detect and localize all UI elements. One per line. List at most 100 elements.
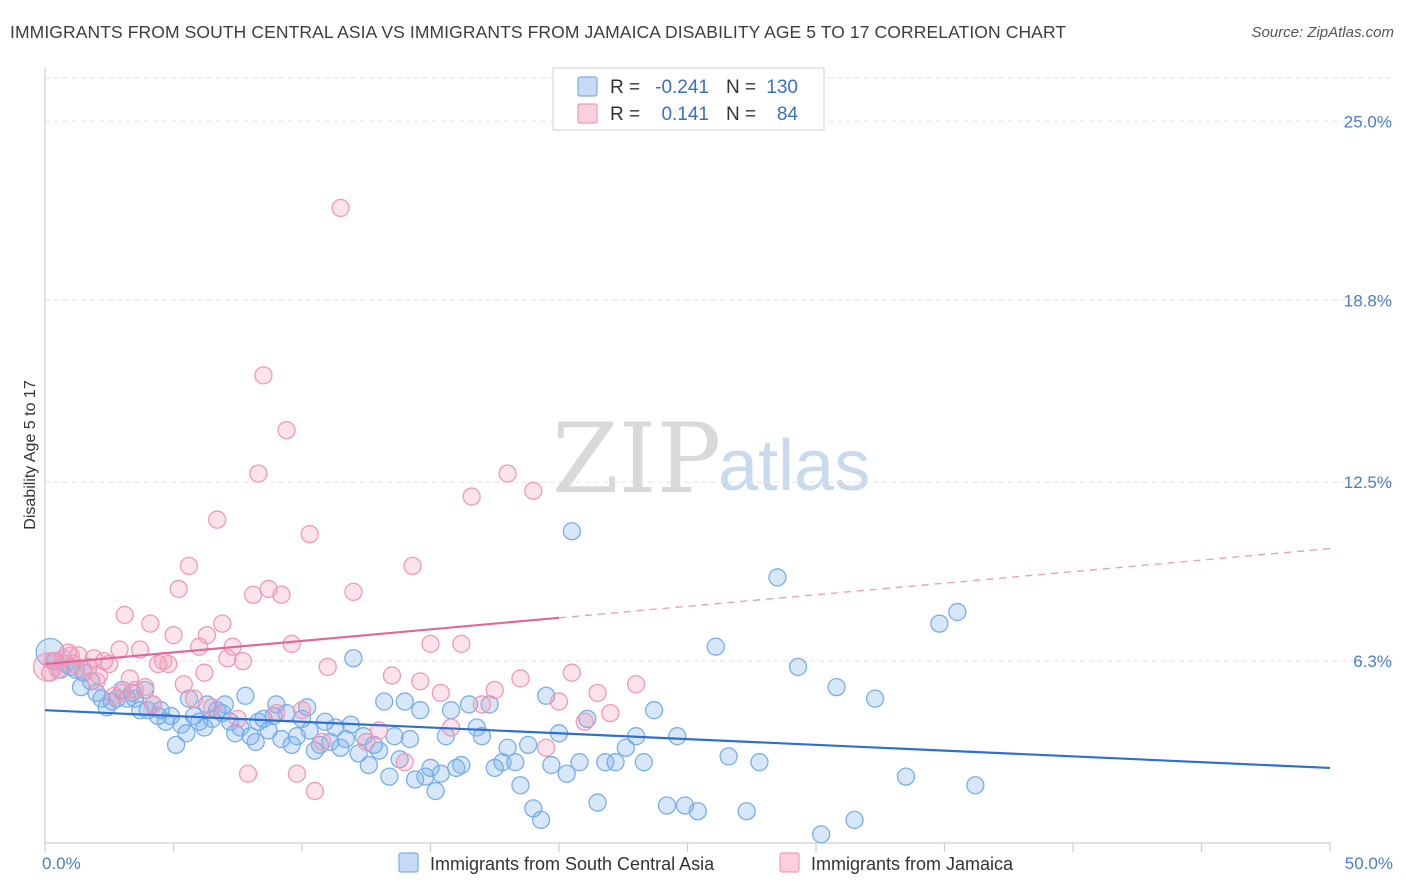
point-jamaica-49 [287,764,307,783]
point-jamaica-83 [112,683,132,703]
point-jamaica-50 [292,701,312,720]
point-south-central-asia-128 [948,602,967,622]
point-south-central-asia-121 [788,657,808,677]
legend-r-label-2: R = [610,104,640,125]
point-jamaica-69 [485,680,504,700]
bottom-legend-swatch-jamaica [779,852,800,873]
point-jamaica-66 [452,634,471,653]
bottom-legend-label-jamaica: Immigrants from Jamaica [811,854,1014,874]
trend-line-jamaica-extension [558,547,1331,619]
y-tick-label-2: 18.8% [1344,291,1392,310]
point-jamaica-64 [431,683,450,703]
point-south-central-asia-61 [331,738,350,757]
trend-lines [44,547,1331,770]
point-jamaica-34 [208,510,227,529]
point-south-central-asia-123 [827,677,846,697]
point-south-central-asia-101 [557,764,576,783]
point-jamaica-43 [254,366,273,385]
point-jamaica-79 [626,675,646,694]
legend-r-value-2: 0.141 [661,104,709,125]
source-label: Source: ZipAtlas.com [1251,24,1394,41]
point-jamaica-21 [143,695,163,714]
watermark-zip: ZIP [552,403,721,515]
series-jamaica [32,198,646,801]
x-tick-label-min: 0.0% [42,854,81,873]
point-jamaica-20 [141,614,160,633]
point-south-central-asia-99 [542,755,561,775]
point-jamaica-75 [562,663,581,682]
point-south-central-asia-79 [421,758,440,778]
point-south-central-asia-29 [179,689,199,708]
point-south-central-asia-103 [570,753,589,772]
point-south-central-asia-49 [272,729,291,749]
point-south-central-asia-80 [426,781,445,801]
point-jamaica-55 [331,198,350,218]
y-tick-label-0: 6.3% [1353,652,1392,671]
point-jamaica-57 [357,732,376,752]
point-jamaica-31 [195,663,214,682]
point-south-central-asia-117 [719,747,738,766]
point-jamaica-56 [344,582,363,601]
point-south-central-asia-95 [519,735,538,754]
point-south-central-asia-73 [390,750,409,769]
point-south-central-asia-105 [588,793,607,812]
axes [44,68,1331,852]
point-south-central-asia-75 [400,729,420,749]
legend-r-label-1: R = [610,77,640,98]
point-south-central-asia-76 [405,770,425,789]
point-south-central-asia-39 [226,724,245,743]
point-jamaica-25 [164,626,183,645]
y-tick-labels: 6.3% 12.5% 18.8% 25.0% [1344,112,1392,671]
x-tick-labels: 0.0% 50.0% [42,854,1393,873]
point-south-central-asia-129 [966,776,985,795]
point-south-central-asia-108 [616,738,635,757]
point-jamaica-71 [511,669,530,688]
legend-swatch-jamaica [577,103,598,124]
point-jamaica-14 [110,640,129,659]
legend: R = -0.241 N = 130 R = 0.141 N = 84 [552,67,825,131]
point-jamaica-61 [403,556,422,576]
point-jamaica-42 [249,464,268,483]
point-south-central-asia-127 [930,614,949,633]
point-south-central-asia-81 [431,764,450,783]
point-south-central-asia-59 [321,732,340,752]
point-south-central-asia-124 [845,810,864,830]
point-jamaica-80 [40,663,60,682]
bottom-legend-label-south-central-asia: Immigrants from South Central Asia [430,854,715,874]
point-jamaica-16 [120,669,139,688]
point-south-central-asia-94 [511,776,530,795]
point-south-central-asia-118 [737,802,756,821]
point-jamaica-47 [277,421,296,440]
point-jamaica-62 [411,672,430,691]
point-jamaica-33 [202,698,222,717]
point-south-central-asia-111 [644,701,664,720]
point-jamaica-72 [524,481,543,500]
y-tick-label-1: 12.5% [1344,473,1392,492]
point-south-central-asia-51 [282,735,301,754]
point-south-central-asia-78 [416,767,435,786]
point-jamaica-45 [267,703,286,723]
point-jamaica-48 [282,634,301,653]
point-jamaica-53 [313,732,332,752]
bottom-legend: Immigrants from South Central Asia Immig… [398,852,1014,874]
point-jamaica-70 [498,464,517,483]
point-jamaica-59 [382,666,402,685]
legend-n-label-1: N = [726,77,756,98]
point-jamaica-27 [174,675,193,694]
point-south-central-asia-69 [369,741,389,760]
y-tick-label-3: 25.0% [1344,112,1392,131]
point-jamaica-60 [395,753,414,772]
point-south-central-asia-113 [668,727,687,746]
point-south-central-asia-97 [531,810,551,830]
point-south-central-asia-85 [452,755,471,775]
trend-line-south-central-asia [44,709,1331,770]
point-south-central-asia-46 [259,721,278,740]
point-south-central-asia-24 [156,712,175,731]
point-jamaica-54 [318,657,337,677]
point-jamaica-1 [43,651,62,671]
point-south-central-asia-70 [375,692,394,711]
point-jamaica-46 [272,585,291,604]
point-south-central-asia-106 [596,753,615,772]
x-tick-label-max: 50.0% [1345,854,1393,873]
